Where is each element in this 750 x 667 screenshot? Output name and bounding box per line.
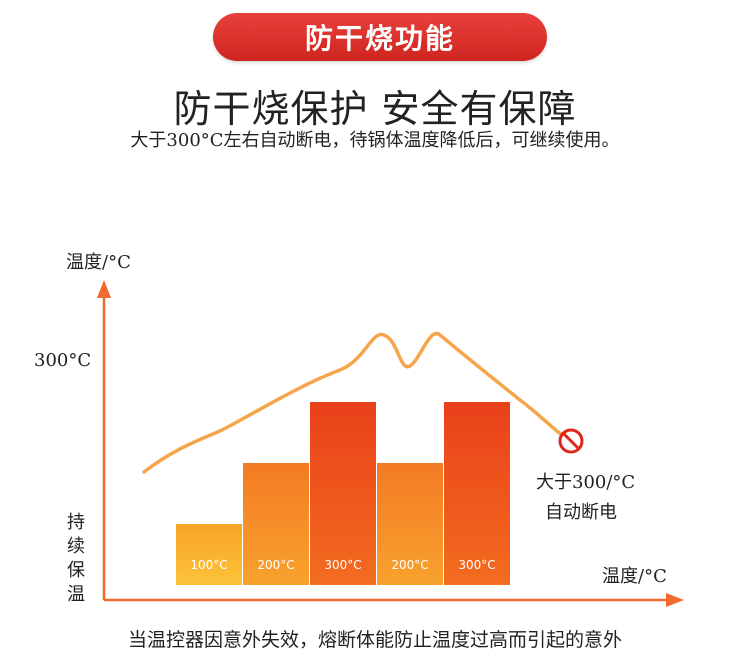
bar-4	[444, 402, 510, 585]
headline: 防干烧保护 安全有保障	[173, 87, 577, 131]
footer-caption: 当温控器因意外失效，熔断体能防止温度过高而引起的意外	[127, 629, 622, 651]
bar-label: 200°C	[391, 558, 428, 572]
y-bottom-char: 温	[67, 584, 85, 605]
y-bottom-char: 续	[67, 536, 85, 557]
bars-group: 100°C 200°C 300°C 200°C 300°C	[176, 402, 510, 585]
bar-label: 300°C	[324, 558, 361, 572]
bar-1	[243, 463, 309, 585]
y-bottom-char: 保	[67, 560, 85, 581]
bar-label: 300°C	[458, 558, 495, 572]
bar-label: 100°C	[190, 558, 227, 572]
cutoff-line-1: 大于300/°C	[536, 472, 635, 493]
x-axis-arrow	[666, 593, 684, 607]
y-axis-label: 温度/°C	[66, 252, 131, 273]
y-axis-marker: 300°C	[34, 350, 91, 371]
bar-2	[310, 402, 376, 585]
y-axis-arrow	[97, 280, 111, 298]
temperature-curve	[142, 331, 570, 474]
subline: 大于300°C左右自动断电，待锅体温度降低后，可继续使用。	[130, 130, 620, 151]
feature-badge: 防干烧功能	[213, 13, 547, 61]
x-axis-label: 温度/°C	[602, 566, 667, 587]
bar-0	[176, 524, 242, 585]
y-bottom-label: 持 续 保 温	[67, 512, 85, 605]
bar-label: 200°C	[257, 558, 294, 572]
bar-3	[377, 463, 443, 585]
cutoff-line-2: 自动断电	[545, 502, 617, 523]
prohibited-icon	[558, 428, 584, 454]
cutoff-annotation: 大于300/°C 自动断电	[536, 472, 635, 523]
y-bottom-char: 持	[67, 512, 85, 533]
